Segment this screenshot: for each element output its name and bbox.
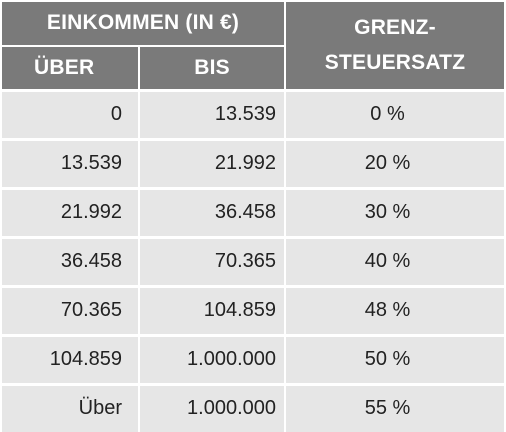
income-from-cell: 13.539: [2, 137, 140, 188]
income-from-cell: 21.992: [2, 186, 140, 237]
marginal-rate-cell: 40 %: [285, 235, 505, 286]
income-to-cell: 21.992: [139, 137, 287, 188]
marginal-rate-header-line2: STEUERSATZ: [324, 51, 466, 75]
income-from-cell: 70.365: [2, 284, 140, 335]
marginal-rate-header-line1: GRENZ-: [354, 16, 436, 40]
marginal-rate-cell: 48 %: [285, 284, 505, 335]
table-row: 21.992 36.458 30 %: [2, 186, 505, 237]
table-row: Über 1.000.000 55 %: [2, 382, 505, 432]
income-from-cell: 104.859: [2, 333, 140, 384]
marginal-rate-cell: 20 %: [285, 137, 505, 188]
marginal-rate-cell: 50 %: [285, 333, 505, 384]
from-column-header: ÜBER: [2, 46, 140, 90]
income-from-cell: 36.458: [2, 235, 140, 286]
table-body: 0 13.539 0 % 13.539 21.992 20 % 21.992 3…: [2, 88, 505, 432]
income-group-header: EINKOMMEN (IN €): [2, 2, 286, 47]
income-to-cell: 104.859: [139, 284, 287, 335]
marginal-rate-cell: 55 %: [285, 382, 505, 432]
income-to-cell: 70.365: [139, 235, 287, 286]
table-row: 36.458 70.365 40 %: [2, 235, 505, 286]
to-column-header: BIS: [139, 46, 286, 90]
table-row: 104.859 1.000.000 50 %: [2, 333, 505, 384]
income-to-cell: 36.458: [139, 186, 287, 237]
table-row: 70.365 104.859 48 %: [2, 284, 505, 335]
table-row: 0 13.539 0 %: [2, 88, 505, 139]
marginal-rate-header: GRENZ- STEUERSATZ: [284, 2, 505, 90]
income-to-cell: 1.000.000: [139, 333, 287, 384]
income-to-cell: 1.000.000: [139, 382, 287, 432]
table-header: EINKOMMEN (IN €) GRENZ- STEUERSATZ ÜBER …: [2, 2, 505, 90]
table-row: 13.539 21.992 20 %: [2, 137, 505, 188]
income-to-cell: 13.539: [139, 88, 287, 139]
income-from-cell: Über: [2, 382, 140, 432]
marginal-rate-cell: 0 %: [285, 88, 505, 139]
marginal-rate-cell: 30 %: [285, 186, 505, 237]
income-from-cell: 0: [2, 88, 140, 139]
